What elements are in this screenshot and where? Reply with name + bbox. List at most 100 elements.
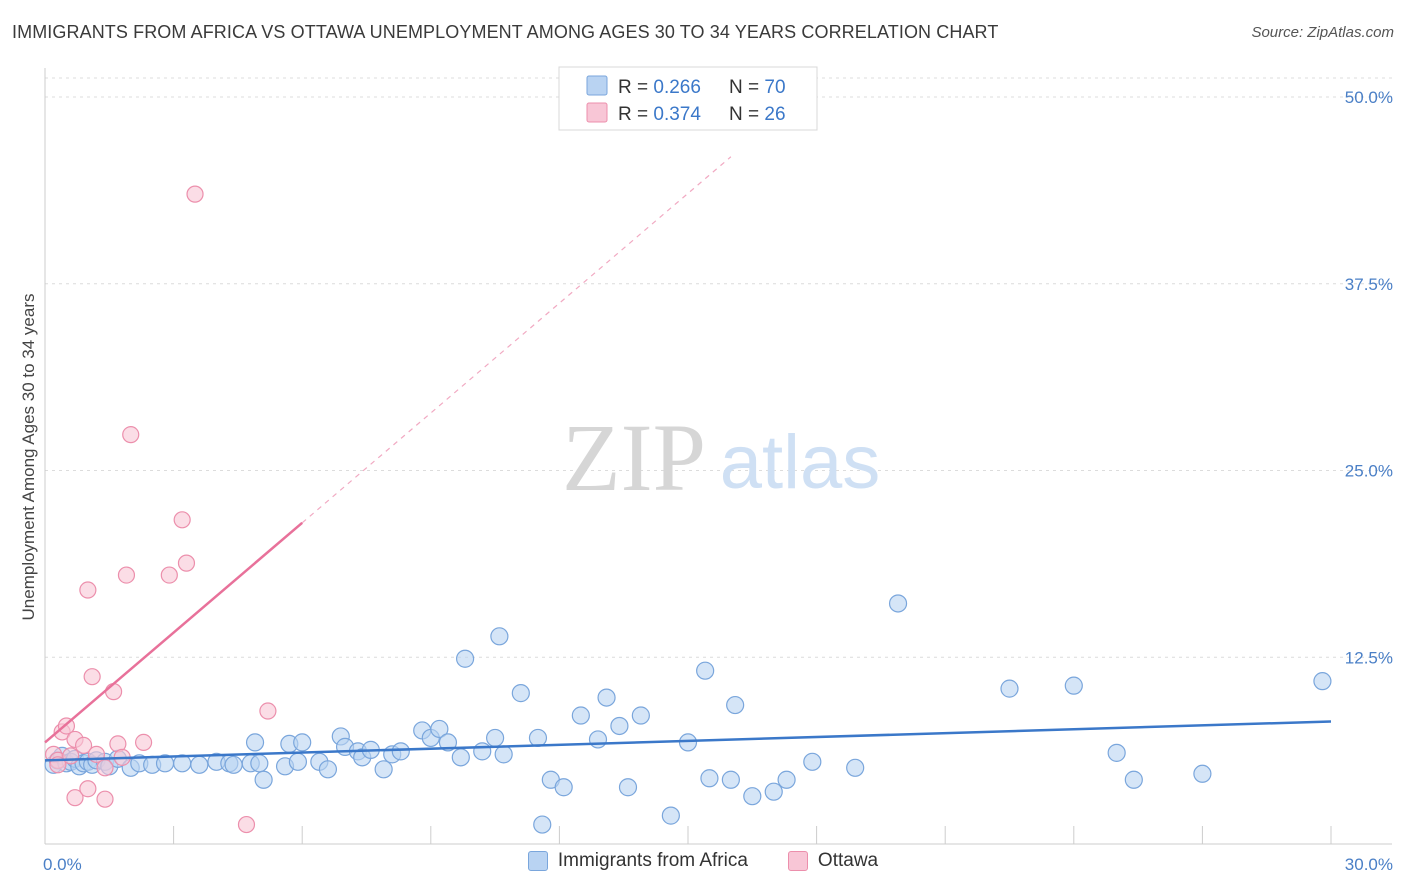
data-point-immigrants-from-africa: [494, 745, 513, 764]
data-point-immigrants-from-africa: [250, 754, 269, 773]
y-tick-label: 12.5%: [1345, 648, 1393, 667]
data-point-immigrants-from-africa: [190, 755, 209, 774]
legend-item-ottawa: Ottawa: [787, 850, 879, 872]
data-point-ottawa: [237, 815, 256, 834]
data-point-immigrants-from-africa: [678, 733, 698, 752]
data-point-immigrants-from-africa: [455, 649, 475, 668]
data-point-ottawa: [177, 554, 196, 572]
data-point-immigrants-from-africa: [1124, 770, 1143, 789]
legend-label-immigrants-from-africa: Immigrants from Africa: [557, 850, 748, 871]
x-tick-label: 0.0%: [43, 855, 82, 874]
legend-n-value-2: 26: [764, 104, 785, 125]
data-point-immigrants-from-africa: [777, 770, 796, 789]
data-point-ottawa: [79, 581, 97, 599]
legend-swatch-ottawa: [787, 851, 808, 871]
data-point-ottawa: [96, 759, 114, 777]
series-immigrants-from-africa: [44, 594, 1332, 834]
data-point-immigrants-from-africa: [293, 733, 312, 752]
data-point-ottawa: [134, 733, 153, 752]
data-point-immigrants-from-africa: [288, 752, 308, 771]
data-point-ottawa: [79, 780, 97, 798]
data-point-ottawa: [83, 668, 101, 686]
data-point-immigrants-from-africa: [888, 594, 908, 613]
svg-text:N = 70: N = 70: [729, 77, 786, 98]
data-point-immigrants-from-africa: [1313, 672, 1332, 691]
data-point-ottawa: [62, 747, 80, 765]
bottom-legend: Immigrants from Africa Ottawa: [0, 850, 1406, 872]
trend-line-ottawa: [44, 521, 304, 744]
watermark-zip: ZIP: [562, 404, 706, 511]
data-point-immigrants-from-africa: [533, 815, 552, 834]
legend-n-value-1: 70: [764, 77, 785, 98]
legend-swatch-pink: [586, 102, 608, 123]
trend-line-immigrants-from-africa: [44, 720, 1332, 762]
data-point-ottawa: [160, 566, 178, 584]
data-point-immigrants-from-africa: [486, 728, 505, 748]
data-point-immigrants-from-africa: [1107, 743, 1126, 762]
data-point-ottawa: [259, 702, 277, 720]
data-point-immigrants-from-africa: [391, 742, 410, 761]
data-point-immigrants-from-africa: [846, 758, 865, 777]
data-point-ottawa: [186, 185, 204, 203]
data-point-immigrants-from-africa: [661, 806, 680, 825]
watermark: ZIP atlas: [562, 404, 880, 511]
legend-label-ottawa: Ottawa: [817, 850, 879, 871]
legend-n-label-1: N =: [729, 77, 764, 98]
chart-title: IMMIGRANTS FROM AFRICA VS OTTAWA UNEMPLO…: [12, 22, 999, 42]
svg-text:R = 0.266: R = 0.266: [618, 77, 701, 98]
y-tick-label: 25.0%: [1345, 462, 1393, 481]
x-tick-label: 30.0%: [1345, 855, 1393, 874]
series-ottawa: [44, 185, 277, 834]
data-point-ottawa: [117, 566, 136, 584]
legend-r-label-1: R =: [618, 77, 653, 98]
data-point-immigrants-from-africa: [224, 755, 243, 774]
legend-swatch-immigrants-from-africa: [527, 851, 548, 871]
trend-line-ottawa-extension: [301, 156, 732, 524]
data-point-immigrants-from-africa: [803, 752, 822, 771]
legend-swatch-blue: [586, 75, 608, 96]
data-point-immigrants-from-africa: [511, 684, 530, 703]
data-point-immigrants-from-africa: [473, 742, 492, 761]
data-point-immigrants-from-africa: [318, 760, 338, 779]
data-point-immigrants-from-africa: [700, 769, 719, 788]
y-tick-label: 50.0%: [1345, 88, 1393, 107]
source-label: Source: ZipAtlas.com: [1251, 24, 1394, 41]
data-point-immigrants-from-africa: [451, 748, 470, 767]
data-point-immigrants-from-africa: [528, 728, 548, 748]
data-point-immigrants-from-africa: [254, 770, 273, 789]
data-point-immigrants-from-africa: [1193, 764, 1212, 783]
data-point-immigrants-from-africa: [618, 778, 638, 797]
data-point-ottawa: [173, 511, 191, 529]
data-point-immigrants-from-africa: [588, 730, 608, 749]
legend-r-label-2: R =: [618, 104, 653, 125]
data-point-ottawa: [74, 736, 93, 754]
data-point-immigrants-from-africa: [554, 778, 573, 797]
data-point-immigrants-from-africa: [631, 706, 650, 725]
data-point-ottawa: [96, 790, 114, 808]
watermark-atlas: atlas: [720, 420, 881, 505]
svg-text:N = 26: N = 26: [729, 104, 786, 125]
data-point-immigrants-from-africa: [490, 627, 509, 646]
data-point-immigrants-from-africa: [430, 719, 449, 739]
data-point-ottawa: [122, 426, 140, 444]
data-point-immigrants-from-africa: [721, 770, 740, 789]
svg-text:R = 0.374: R = 0.374: [618, 104, 701, 125]
tick-labels: 12.5% 25.0% 37.5% 50.0% 0.0% 30.0%: [43, 88, 1393, 874]
data-point-immigrants-from-africa: [726, 695, 745, 715]
data-point-immigrants-from-africa: [245, 733, 265, 752]
trend-lines: [301, 156, 732, 524]
data-point-immigrants-from-africa: [597, 688, 616, 707]
data-point-immigrants-from-africa: [438, 733, 458, 752]
legend-r-value-1: 0.266: [653, 77, 701, 98]
data-point-immigrants-from-africa: [571, 706, 590, 725]
data-point-ottawa: [104, 683, 123, 701]
data-point-ottawa: [66, 789, 84, 807]
data-point-immigrants-from-africa: [610, 716, 629, 736]
data-point-immigrants-from-africa: [696, 661, 715, 680]
data-point-immigrants-from-africa: [374, 760, 393, 779]
legend-n-label-2: N =: [729, 104, 764, 125]
legend-item-immigrants-from-africa: Immigrants from Africa: [527, 850, 748, 872]
legend-r-value-2: 0.374: [653, 104, 701, 125]
data-point-immigrants-from-africa: [1000, 679, 1019, 698]
